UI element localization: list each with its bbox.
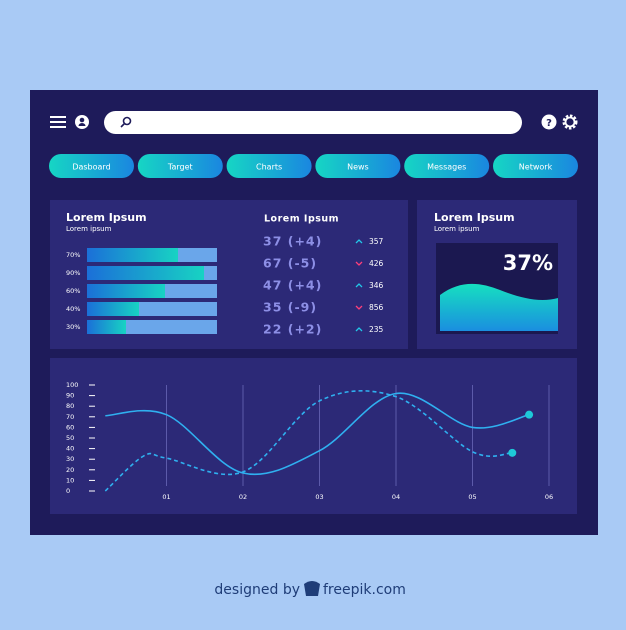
progress-bars: 70% 90% 60% 40% 30% xyxy=(66,248,217,334)
trend-down xyxy=(355,261,363,266)
tab[interactable] xyxy=(49,154,134,178)
line-chart: 0 10 20 30 40 50 60 70 80 90 100 01 02 03 04 05 06 xyxy=(66,381,553,501)
y-tick-label: 70 xyxy=(66,413,74,421)
footer: designed by freepik.com xyxy=(214,581,406,598)
bar-label: 70% xyxy=(66,251,80,259)
wave xyxy=(440,283,558,331)
tab-label: Target xyxy=(167,163,193,172)
y-tick-label: 30 xyxy=(66,455,74,463)
bar-fill xyxy=(87,302,139,316)
search-icon xyxy=(120,116,132,128)
user-icon[interactable] xyxy=(75,115,89,129)
stat-label: 67 (-5) xyxy=(263,256,317,271)
brand-logo xyxy=(304,581,320,596)
stat-value: 357 xyxy=(369,237,384,246)
bar-fill xyxy=(87,320,126,334)
tab-label: Dasboard xyxy=(72,163,110,172)
stat-value: 346 xyxy=(369,281,384,290)
tab-label: News xyxy=(347,163,369,172)
settings-icon[interactable] xyxy=(562,114,578,130)
stats-list: 37 (+4) 357 67 (-5) 426 47 (+4) 346 35 (-9) 856… xyxy=(263,234,384,337)
x-tick-label: 02 xyxy=(239,493,247,501)
stats-title: Lorem Ipsum xyxy=(264,214,339,225)
end-point xyxy=(525,410,534,419)
line-series xyxy=(105,392,530,476)
stat-value: 235 xyxy=(369,325,384,334)
panel-subtitle: Lorem ipsum xyxy=(66,225,112,233)
y-tick-label: 20 xyxy=(66,466,74,474)
trend-down xyxy=(355,305,363,310)
y-tick-label: 0 xyxy=(66,487,70,495)
bar-fill xyxy=(87,248,178,262)
bar-fill xyxy=(87,284,165,298)
footer-prefix: designed by xyxy=(214,582,300,598)
percent-value: 37% xyxy=(503,251,553,275)
x-tick-label: 04 xyxy=(392,493,400,501)
stat-label: 47 (+4) xyxy=(263,278,322,293)
y-tick-label: 40 xyxy=(66,445,74,453)
x-tick-label: 05 xyxy=(468,493,476,501)
line-series xyxy=(104,390,513,492)
panel-subtitle: Lorem ipsum xyxy=(434,225,480,233)
chart-panel xyxy=(50,358,577,514)
tab[interactable] xyxy=(493,154,578,178)
tab-label: Messages xyxy=(427,163,466,172)
tab-bar: Dasboard Target Charts News Messages Network xyxy=(49,154,578,178)
y-tick-label: 100 xyxy=(66,381,78,389)
help-label: ? xyxy=(546,118,552,129)
tab-label: Charts xyxy=(256,163,282,172)
y-tick-label: 10 xyxy=(66,476,74,484)
x-tick-label: 01 xyxy=(162,493,170,501)
tab-label: Network xyxy=(519,163,553,172)
end-point xyxy=(508,448,517,457)
tab[interactable] xyxy=(226,154,312,178)
y-tick-label: 50 xyxy=(66,434,74,442)
x-tick-label: 06 xyxy=(545,493,553,501)
trend-up xyxy=(355,283,363,288)
menu-icon[interactable] xyxy=(50,116,66,128)
trend-up xyxy=(355,327,363,332)
stat-label: 22 (+2) xyxy=(263,322,322,337)
y-tick-label: 90 xyxy=(66,392,74,400)
y-tick-label: 60 xyxy=(66,423,74,431)
panel-title: Lorem Ipsum xyxy=(434,211,515,224)
bar-label: 30% xyxy=(66,323,80,331)
y-tick-label: 80 xyxy=(66,402,74,410)
bar-label: 40% xyxy=(66,305,80,313)
bar-label: 60% xyxy=(66,287,80,295)
tab[interactable] xyxy=(137,154,223,178)
tab[interactable] xyxy=(315,154,401,178)
stat-value: 856 xyxy=(369,303,384,312)
search-bar[interactable] xyxy=(104,111,522,134)
bar-fill xyxy=(87,266,204,280)
bar-label: 90% xyxy=(66,269,80,277)
footer-brand: freepik.com xyxy=(323,582,406,598)
trend-up xyxy=(355,239,363,244)
stat-label: 37 (+4) xyxy=(263,234,322,249)
x-tick-label: 03 xyxy=(315,493,323,501)
help-button[interactable] xyxy=(541,114,557,130)
tab[interactable] xyxy=(404,154,490,178)
stat-value: 426 xyxy=(369,259,384,268)
stat-label: 35 (-9) xyxy=(263,300,317,315)
panel-title: Lorem Ipsum xyxy=(66,211,147,224)
